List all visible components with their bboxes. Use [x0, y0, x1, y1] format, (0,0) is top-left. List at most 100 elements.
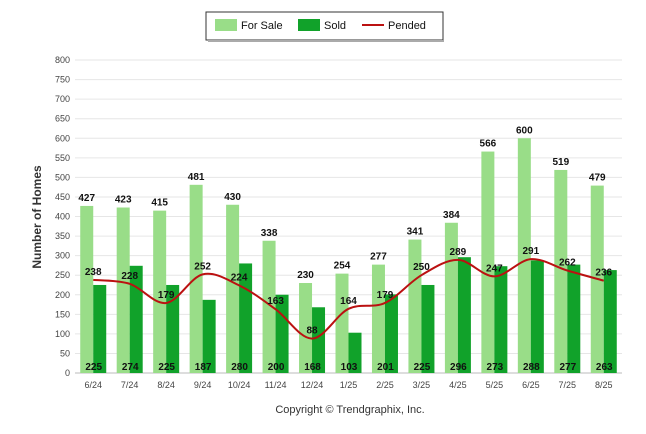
x-tick-label: 12/24	[301, 380, 324, 390]
bar-for-sale	[371, 264, 385, 373]
data-label-pended: 228	[121, 271, 138, 282]
data-label-for-sale: 384	[443, 210, 460, 221]
x-tick-label: 6/25	[522, 380, 540, 390]
data-label-for-sale: 519	[552, 157, 569, 168]
x-tick-label: 6/24	[84, 380, 102, 390]
y-tick-label: 200	[55, 290, 70, 300]
y-tick-label: 500	[55, 172, 70, 182]
data-label-sold: 225	[158, 362, 175, 373]
bar-sold	[202, 299, 216, 373]
data-label-pended: 224	[231, 272, 248, 283]
bar-sold	[494, 266, 508, 373]
x-tick-label: 10/24	[228, 380, 251, 390]
x-tick-label: 7/25	[559, 380, 577, 390]
data-label-sold: 187	[195, 362, 212, 373]
data-label-for-sale: 338	[261, 228, 278, 239]
data-label-sold: 273	[487, 362, 504, 373]
y-tick-label: 800	[55, 55, 70, 65]
bar-sold	[312, 307, 326, 373]
data-label-for-sale: 277	[370, 252, 387, 263]
data-label-for-sale: 479	[589, 173, 606, 184]
bar-sold	[129, 265, 143, 373]
y-tick-label: 600	[55, 133, 70, 143]
bar-sold	[93, 284, 107, 373]
y-tick-label: 50	[60, 348, 70, 358]
data-label-sold: 288	[523, 362, 540, 373]
legend-label-pended: Pended	[388, 20, 426, 32]
x-tick-label: 2/25	[376, 380, 394, 390]
bar-sold	[384, 294, 398, 373]
y-tick-label: 350	[55, 231, 70, 241]
y-tick-label: 150	[55, 309, 70, 319]
data-label-pended: 88	[306, 326, 318, 337]
data-label-for-sale: 566	[480, 139, 497, 150]
data-label-sold: 225	[414, 362, 431, 373]
data-label-pended: 238	[85, 267, 102, 278]
y-tick-label: 300	[55, 251, 70, 261]
data-label-for-sale: 430	[224, 192, 241, 203]
data-label-sold: 296	[450, 362, 467, 373]
legend-label-sold: Sold	[324, 20, 346, 32]
data-label-pended: 247	[486, 263, 503, 274]
data-label-sold: 168	[304, 362, 321, 373]
y-tick-label: 750	[55, 75, 70, 85]
bar-sold	[457, 257, 471, 373]
data-label-sold: 280	[231, 362, 248, 373]
y-tick-label: 400	[55, 212, 70, 222]
copyright-text: Copyright © Trendgraphix, Inc.	[275, 404, 424, 416]
bar-for-sale	[80, 205, 94, 373]
y-tick-label: 700	[55, 94, 70, 104]
bar-sold	[275, 294, 289, 373]
bar-sold	[530, 260, 544, 373]
data-label-sold: 277	[559, 362, 576, 373]
data-label-for-sale: 415	[151, 198, 168, 209]
data-label-for-sale: 254	[334, 261, 351, 272]
data-label-for-sale: 427	[78, 193, 95, 204]
bar-for-sale	[408, 239, 422, 373]
data-label-sold: 274	[122, 362, 139, 373]
y-tick-label: 550	[55, 153, 70, 163]
data-label-for-sale: 600	[516, 125, 533, 136]
data-label-for-sale: 423	[115, 195, 132, 206]
data-label-sold: 201	[377, 362, 394, 373]
bar-for-sale	[554, 169, 568, 373]
bar-sold	[603, 270, 617, 373]
x-tick-label: 8/25	[595, 380, 613, 390]
y-axis-ticks: 0 50 100 150 200 250 300 350 400 450 500 550 600 650 7…	[55, 55, 70, 378]
bars	[80, 138, 617, 373]
bar-for-sale	[299, 283, 313, 373]
bar-for-sale	[226, 204, 240, 373]
pended-line	[93, 258, 605, 340]
x-tick-label: 7/24	[121, 380, 139, 390]
legend-swatch-sold	[298, 19, 320, 31]
data-label-pended: 163	[267, 296, 284, 307]
y-tick-label: 100	[55, 329, 70, 339]
data-label-sold: 103	[341, 362, 358, 373]
bar-for-sale	[444, 222, 458, 373]
x-tick-label: 3/25	[413, 380, 431, 390]
bar-for-sale	[517, 138, 531, 373]
x-tick-label: 9/24	[194, 380, 212, 390]
data-label-pended: 252	[194, 261, 211, 272]
y-tick-label: 450	[55, 192, 70, 202]
data-label-pended: 289	[450, 247, 467, 258]
y-axis-label: Number of Homes	[30, 165, 44, 269]
data-label-pended: 179	[377, 290, 394, 301]
x-axis-ticks: 6/24 7/24 8/24 9/24 10/24 11/24 12/24 1/25 2/25 3…	[84, 380, 612, 390]
data-label-for-sale: 230	[297, 270, 314, 281]
bar-sold	[166, 284, 180, 373]
data-labels: 427 225 423 274 415 225 481 187 430 280 338 200 230 1…	[78, 125, 613, 373]
bar-sold	[567, 264, 581, 373]
bar-for-sale	[481, 151, 495, 373]
data-label-pended: 164	[340, 296, 357, 307]
legend-swatch-for-sale	[215, 19, 237, 31]
bar-for-sale	[153, 210, 167, 373]
bar-sold	[421, 284, 435, 373]
x-tick-label: 11/24	[265, 380, 287, 390]
y-tick-label: 650	[55, 114, 70, 124]
data-label-pended: 262	[559, 257, 576, 268]
bar-for-sale	[335, 273, 349, 373]
x-tick-label: 4/25	[449, 380, 467, 390]
x-tick-label: 5/25	[486, 380, 504, 390]
y-tick-label: 250	[55, 270, 70, 280]
